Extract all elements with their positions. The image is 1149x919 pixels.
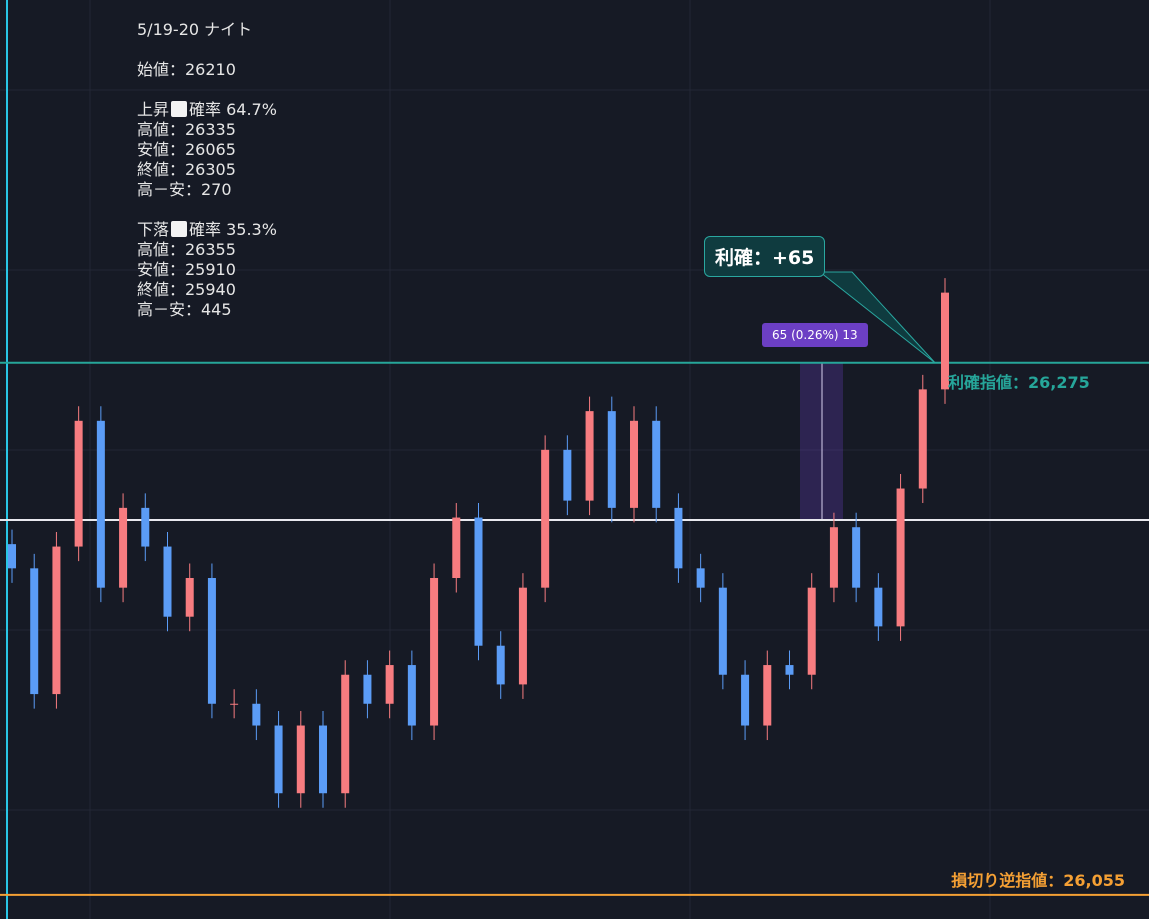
- down-lines: 高値：26355 安値：25910 終値：25940 高－安：445: [137, 240, 277, 320]
- candle-body: [652, 420, 661, 508]
- candle-body: [741, 674, 750, 726]
- candle-body: [96, 420, 105, 588]
- down-head: 下落 確率 35.3%: [137, 220, 277, 240]
- open-text: 始値：26210: [137, 60, 236, 79]
- candle-body: [918, 389, 927, 489]
- up-label: 上昇: [137, 100, 170, 119]
- level-label: 利確指値：26,275: [948, 372, 1090, 392]
- info-panel: 5/19-20 ナイト 始値：26210 上昇 確率 64.7% 高値：26335…: [137, 20, 277, 320]
- candle-body: [896, 488, 905, 627]
- candle-body: [807, 587, 816, 675]
- stat-line: 高－安：270: [137, 180, 232, 199]
- down-label: 下落: [137, 220, 170, 239]
- candle-body: [718, 587, 727, 675]
- candle-body: [252, 703, 261, 726]
- candle-body: [541, 449, 550, 588]
- candle-body: [407, 665, 416, 726]
- candle-body: [430, 578, 439, 726]
- candle-body: [563, 449, 572, 501]
- candle-body: [141, 507, 150, 547]
- candle-body: [274, 725, 283, 794]
- up-lines: 高値：26335 安値：26065 終値：26305 高－安：270: [137, 120, 277, 200]
- stat-line: 高値：26355: [137, 240, 236, 259]
- candle-body: [207, 578, 216, 704]
- candle-body: [319, 725, 327, 794]
- candle-body: [296, 725, 305, 794]
- down-prob: 確率 35.3%: [189, 220, 277, 239]
- candle-body: [385, 665, 394, 704]
- candle-body: [852, 527, 861, 588]
- candle-body: [474, 517, 483, 646]
- callout: 利確：+65: [704, 236, 826, 277]
- candle-body: [696, 568, 705, 588]
- measure-label: 65 (0.26%) 13: [762, 322, 868, 347]
- candle-body: [874, 587, 883, 627]
- level-label: 損切り逆指値：26,055: [951, 870, 1125, 890]
- candle-body: [363, 674, 372, 704]
- candle-body: [52, 546, 61, 695]
- candle-body: [119, 507, 128, 588]
- up-prob: 確率 64.7%: [189, 100, 277, 119]
- stat-line: 終値：25940: [137, 280, 236, 299]
- up-head: 上昇 確率 64.7%: [137, 100, 277, 120]
- candle-body: [341, 674, 350, 794]
- candle-body: [518, 587, 527, 685]
- candle-body: [829, 527, 838, 588]
- stat-line: 安値：26065: [137, 140, 236, 159]
- candle-body: [74, 420, 83, 547]
- candle-body: [674, 507, 683, 569]
- stat-line: 安値：25910: [137, 260, 236, 279]
- up-icon: [171, 101, 188, 117]
- candle-body: [785, 665, 794, 675]
- candle-body: [585, 411, 594, 501]
- callout-pointer: [818, 271, 936, 364]
- date: 5/19-20 ナイト: [137, 20, 253, 39]
- candle-body: [185, 578, 194, 617]
- candle-body: [496, 645, 505, 685]
- stat-line: 高－安：445: [137, 300, 232, 319]
- candle-body: [8, 544, 16, 569]
- stat-line: 終値：26305: [137, 160, 236, 179]
- candle-body: [163, 546, 172, 617]
- candle-body: [630, 420, 638, 508]
- candle-body: [452, 517, 461, 579]
- candle-body: [763, 665, 772, 726]
- candle-body: [30, 568, 39, 695]
- candle-body: [230, 703, 239, 705]
- down-icon: [171, 221, 188, 237]
- stat-line: 高値：26335: [137, 120, 236, 139]
- candle-body: [941, 292, 949, 390]
- candle-body: [607, 411, 616, 508]
